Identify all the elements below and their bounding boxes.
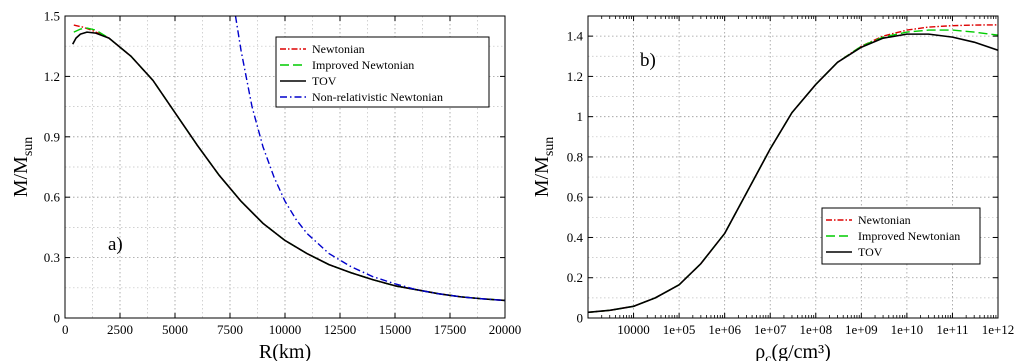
legend-label: Improved Newtonian [312,58,414,72]
legend-label: Improved Newtonian [858,229,960,243]
x-tick-label: 10000 [617,322,650,337]
legend-label: TOV [858,245,883,259]
y-tick-label: 0.9 [44,129,60,144]
series-line-non-relativistic-newtonian [234,16,505,302]
x-tick-label: 20000 [489,322,522,337]
y-tick-label: 1.4 [567,29,584,44]
series-line-improved-newtonian [588,29,998,314]
x-axis-label: ρc(g/cm³) [755,341,831,361]
legend-label: Newtonian [858,213,911,227]
x-tick-label: 10000 [269,322,302,337]
x-axis-label-subscript: c [765,352,771,361]
x-tick-label: 12500 [324,322,357,337]
y-tick-label: 0.6 [567,190,584,205]
x-tick-label: 1e+05 [663,322,696,337]
x-tick-label: 7500 [217,322,243,337]
y-tick-label: 0.4 [567,230,584,245]
series-group-b [588,24,998,314]
y-tick-label: 0.3 [44,250,60,265]
legend-box [821,207,981,265]
series-group-a [71,16,505,302]
x-tick-label: 1e+10 [891,322,924,337]
y-tick-label: 0.8 [567,149,583,164]
y-axis-label-main: M/M [531,156,553,197]
legend-b: Newtonian Improved Newtonian TOV [821,207,981,265]
x-tick-label: 1e+08 [799,322,832,337]
chart-panel-b: 10000 1e+05 1e+06 1e+07 1e+08 1e+09 1e+10 1e+11… [531,15,1015,361]
x-tick-label: 0 [62,322,69,337]
x-tick-label: 2500 [107,322,133,337]
y-axis-label: M/Msun [531,137,557,198]
y-axis-label: M/Msun [10,137,36,198]
panel-label: b) [640,50,656,71]
legend-a: Newtonian Improved Newtonian TOV Non-relati… [275,36,490,108]
legend-label: Non-relativistic Newtonian [312,90,443,104]
legend-box [275,36,490,108]
y-tick-label: 1 [577,109,584,124]
x-axis-label-main: ρ [755,341,765,361]
series-line-tov [588,33,998,314]
x-tick-label: 1e+06 [708,322,741,337]
y-tick-label: 1.5 [44,9,60,24]
x-tick-label: 1e+11 [936,322,968,337]
y-tick-label: 0.6 [44,190,61,205]
x-tick-label: 15000 [379,322,412,337]
y-tick-label: 0 [577,311,584,326]
x-axis-label: R(km) [259,341,311,361]
y-tick-label: 0 [54,311,61,326]
y-tick-label: 1.2 [44,69,60,84]
chart-panel-a: 0 2500 5000 7500 10000 12500 15000 17500 20000 0 0… [10,9,521,361]
legend-label: Newtonian [312,42,365,56]
x-tick-label: 1e+09 [845,322,878,337]
x-axis-label-main: R(km) [259,341,311,361]
y-axis-label-main: M/M [10,156,32,197]
legend-label: TOV [312,74,337,88]
y-tick-label: 0.2 [567,270,583,285]
y-tick-label: 1.2 [567,69,583,84]
panel-label: a) [108,234,123,255]
x-tick-label: 1e+07 [754,322,787,337]
plot-frame-b [587,15,999,319]
y-axis-label-subscript: sun [542,137,557,156]
x-tick-label: 1e+12 [982,322,1015,337]
y-axis-label-subscript: sun [21,137,36,156]
series-line-tov [71,31,505,302]
x-tick-label: 17500 [434,322,467,337]
x-tick-label: 5000 [162,322,188,337]
x-axis-label-unit: (g/cm³) [771,341,830,361]
